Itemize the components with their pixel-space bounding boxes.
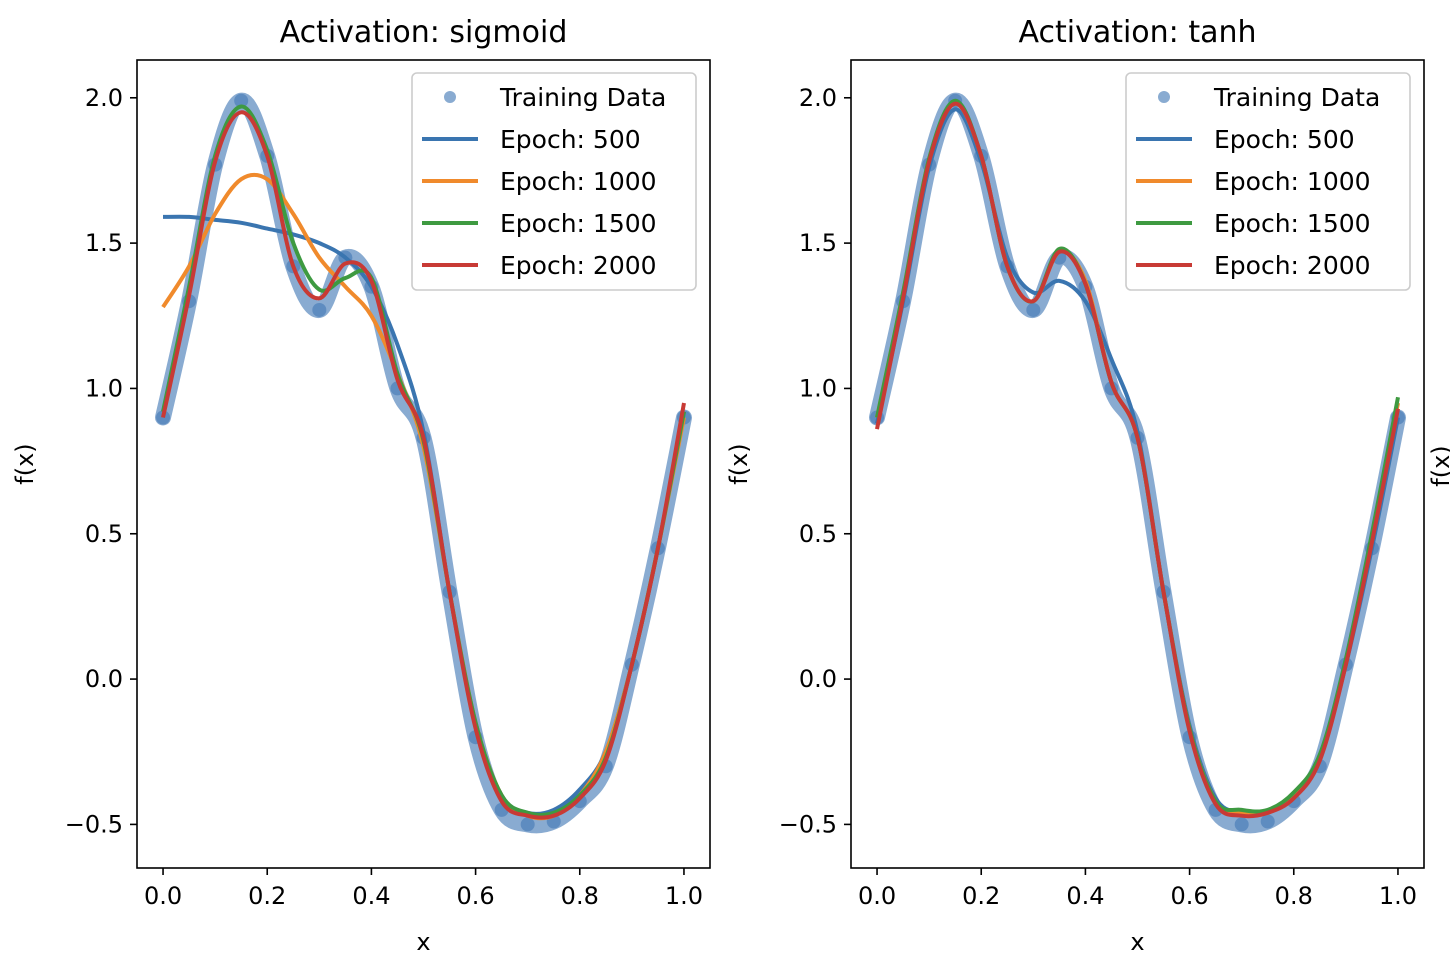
- training-data-point: [1026, 302, 1041, 317]
- legend-item: Epoch: 2000: [1136, 251, 1371, 280]
- legend-label: Epoch: 2000: [500, 251, 657, 280]
- legend-item: Training Data: [444, 83, 666, 112]
- legend-item: Training Data: [1158, 83, 1380, 112]
- y-tick-label: −0.5: [779, 810, 837, 838]
- legend-item: Epoch: 500: [422, 125, 641, 154]
- x-tick-label: 0.0: [858, 882, 896, 910]
- legend-label: Epoch: 1000: [1214, 167, 1371, 196]
- y-tick-label: 1.0: [799, 374, 837, 402]
- y-tick-label: 0.0: [85, 665, 123, 693]
- legend-label: Training Data: [499, 83, 666, 112]
- training-data-point: [312, 302, 327, 317]
- chart-panel-1: Activation: sigmoid 0.0 0.2 0.4 0.6 0.8 1.0 −0.…: [11, 15, 711, 956]
- chart-title: Activation: sigmoid: [280, 15, 568, 50]
- legend-item: Epoch: 1000: [422, 167, 657, 196]
- legend-label: Epoch: 2000: [1214, 251, 1371, 280]
- legend-marker-training-data: [1158, 91, 1170, 103]
- x-tick-label: 1.0: [665, 882, 703, 910]
- training-data-point: [1260, 814, 1275, 829]
- y-tick-label: 2.0: [799, 84, 837, 112]
- legend-item: Epoch: 1000: [1136, 167, 1371, 196]
- y-tick-label: −0.5: [65, 810, 123, 838]
- y-tick-label: 0.5: [85, 520, 123, 548]
- y-tick-label: 2.0: [85, 84, 123, 112]
- axes-frame: [850, 59, 1425, 869]
- legend-label: Epoch: 1500: [500, 209, 657, 238]
- y-tick-label: 0.5: [799, 520, 837, 548]
- y-tick-label: 1.5: [85, 229, 123, 257]
- legend-box: [411, 72, 697, 291]
- training-data-point: [520, 817, 535, 832]
- plot-area: [869, 92, 1406, 834]
- legend: Training Data Epoch: 500 Epoch: 1000 Epoch:…: [1125, 72, 1411, 291]
- legend-label: Epoch: 500: [500, 125, 641, 154]
- x-tick-label: 0.4: [352, 882, 390, 910]
- x-tick-label: 0.2: [248, 882, 286, 910]
- legend-box: [1125, 72, 1411, 291]
- legend-item: Epoch: 1500: [422, 209, 657, 238]
- legend-item: Epoch: 1500: [1136, 209, 1371, 238]
- legend-label: Training Data: [1213, 83, 1380, 112]
- x-axis-label: x: [1130, 928, 1144, 956]
- plot-area: [155, 92, 692, 834]
- y-axis-label: f(x): [725, 443, 753, 484]
- x-tick-label: 0.6: [457, 882, 495, 910]
- x-tick-label: 0.8: [1275, 882, 1313, 910]
- x-tick-label: 0.2: [962, 882, 1000, 910]
- legend-label: Epoch: 500: [1214, 125, 1355, 154]
- x-tick-label: 1.0: [1379, 882, 1417, 910]
- legend-item: Epoch: 500: [1136, 125, 1355, 154]
- series-line-epoch-1: [162, 214, 686, 816]
- x-tick-label: 0.8: [561, 882, 599, 910]
- y-tick-label: 0.0: [799, 665, 837, 693]
- axes-frame: [136, 59, 711, 869]
- legend-marker-training-data: [444, 91, 456, 103]
- y-tick-label: 1.0: [85, 374, 123, 402]
- chart-title: Activation: tanh: [1018, 15, 1256, 50]
- chart-panel-2: Activation: tanh 0.0 0.2 0.4 0.6 0.8 1.0 −0.5 0.…: [725, 15, 1425, 956]
- series-line-epoch-4: [875, 101, 1400, 819]
- x-tick-label: 0.6: [1171, 882, 1209, 910]
- y-axis-label: f(x): [11, 443, 39, 484]
- training-data-point: [234, 93, 249, 108]
- legend: Training Data Epoch: 500 Epoch: 1000 Epoch:…: [411, 72, 697, 291]
- legend-label: Epoch: 1500: [1214, 209, 1371, 238]
- legend-item: Epoch: 2000: [422, 251, 657, 280]
- series-line-epoch-4: [161, 110, 686, 820]
- third-panel-y-axis-label-partial: f(x): [1427, 445, 1450, 486]
- x-tick-label: 0.0: [144, 882, 182, 910]
- legend-label: Epoch: 1000: [500, 167, 657, 196]
- y-tick-label: 1.5: [799, 229, 837, 257]
- x-tick-label: 0.4: [1066, 882, 1104, 910]
- training-data-point: [1234, 817, 1249, 832]
- x-axis-label: x: [416, 928, 430, 956]
